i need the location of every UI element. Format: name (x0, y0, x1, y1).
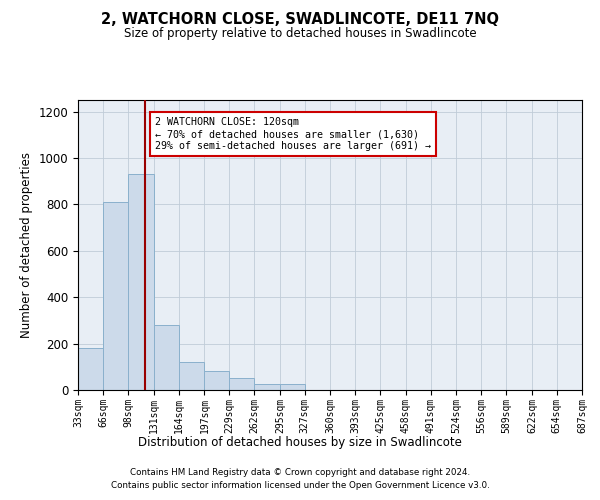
Bar (254, 384, 280, 390)
Bar (154, 325, 179, 390)
Text: Contains HM Land Registry data © Crown copyright and database right 2024.: Contains HM Land Registry data © Crown c… (130, 468, 470, 477)
Text: Distribution of detached houses by size in Swadlincote: Distribution of detached houses by size … (138, 436, 462, 449)
Text: Size of property relative to detached houses in Swadlincote: Size of property relative to detached ho… (124, 28, 476, 40)
Text: Contains public sector information licensed under the Open Government Licence v3: Contains public sector information licen… (110, 480, 490, 490)
Bar (78, 348, 103, 390)
Bar (179, 362, 205, 390)
Bar (128, 174, 154, 390)
Y-axis label: Number of detached properties: Number of detached properties (20, 152, 33, 338)
Text: 2 WATCHORN CLOSE: 120sqm
← 70% of detached houses are smaller (1,630)
29% of sem: 2 WATCHORN CLOSE: 120sqm ← 70% of detach… (155, 118, 431, 150)
Bar (205, 372, 229, 390)
Bar (103, 202, 128, 390)
Text: 2, WATCHORN CLOSE, SWADLINCOTE, DE11 7NQ: 2, WATCHORN CLOSE, SWADLINCOTE, DE11 7NQ (101, 12, 499, 28)
Bar (280, 384, 305, 390)
Bar (229, 378, 254, 390)
